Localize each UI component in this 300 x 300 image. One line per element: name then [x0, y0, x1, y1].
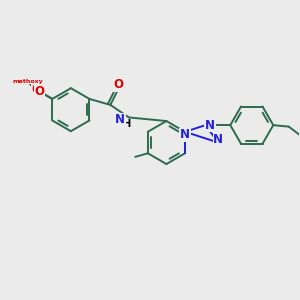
Text: O: O — [32, 83, 42, 97]
Text: O: O — [114, 78, 124, 91]
Text: N: N — [180, 128, 190, 141]
Text: N: N — [213, 133, 223, 146]
Text: N: N — [205, 118, 215, 132]
Text: N: N — [115, 113, 125, 126]
Text: O: O — [35, 85, 45, 98]
Text: H: H — [122, 119, 130, 129]
Text: methoxy: methoxy — [12, 79, 43, 84]
